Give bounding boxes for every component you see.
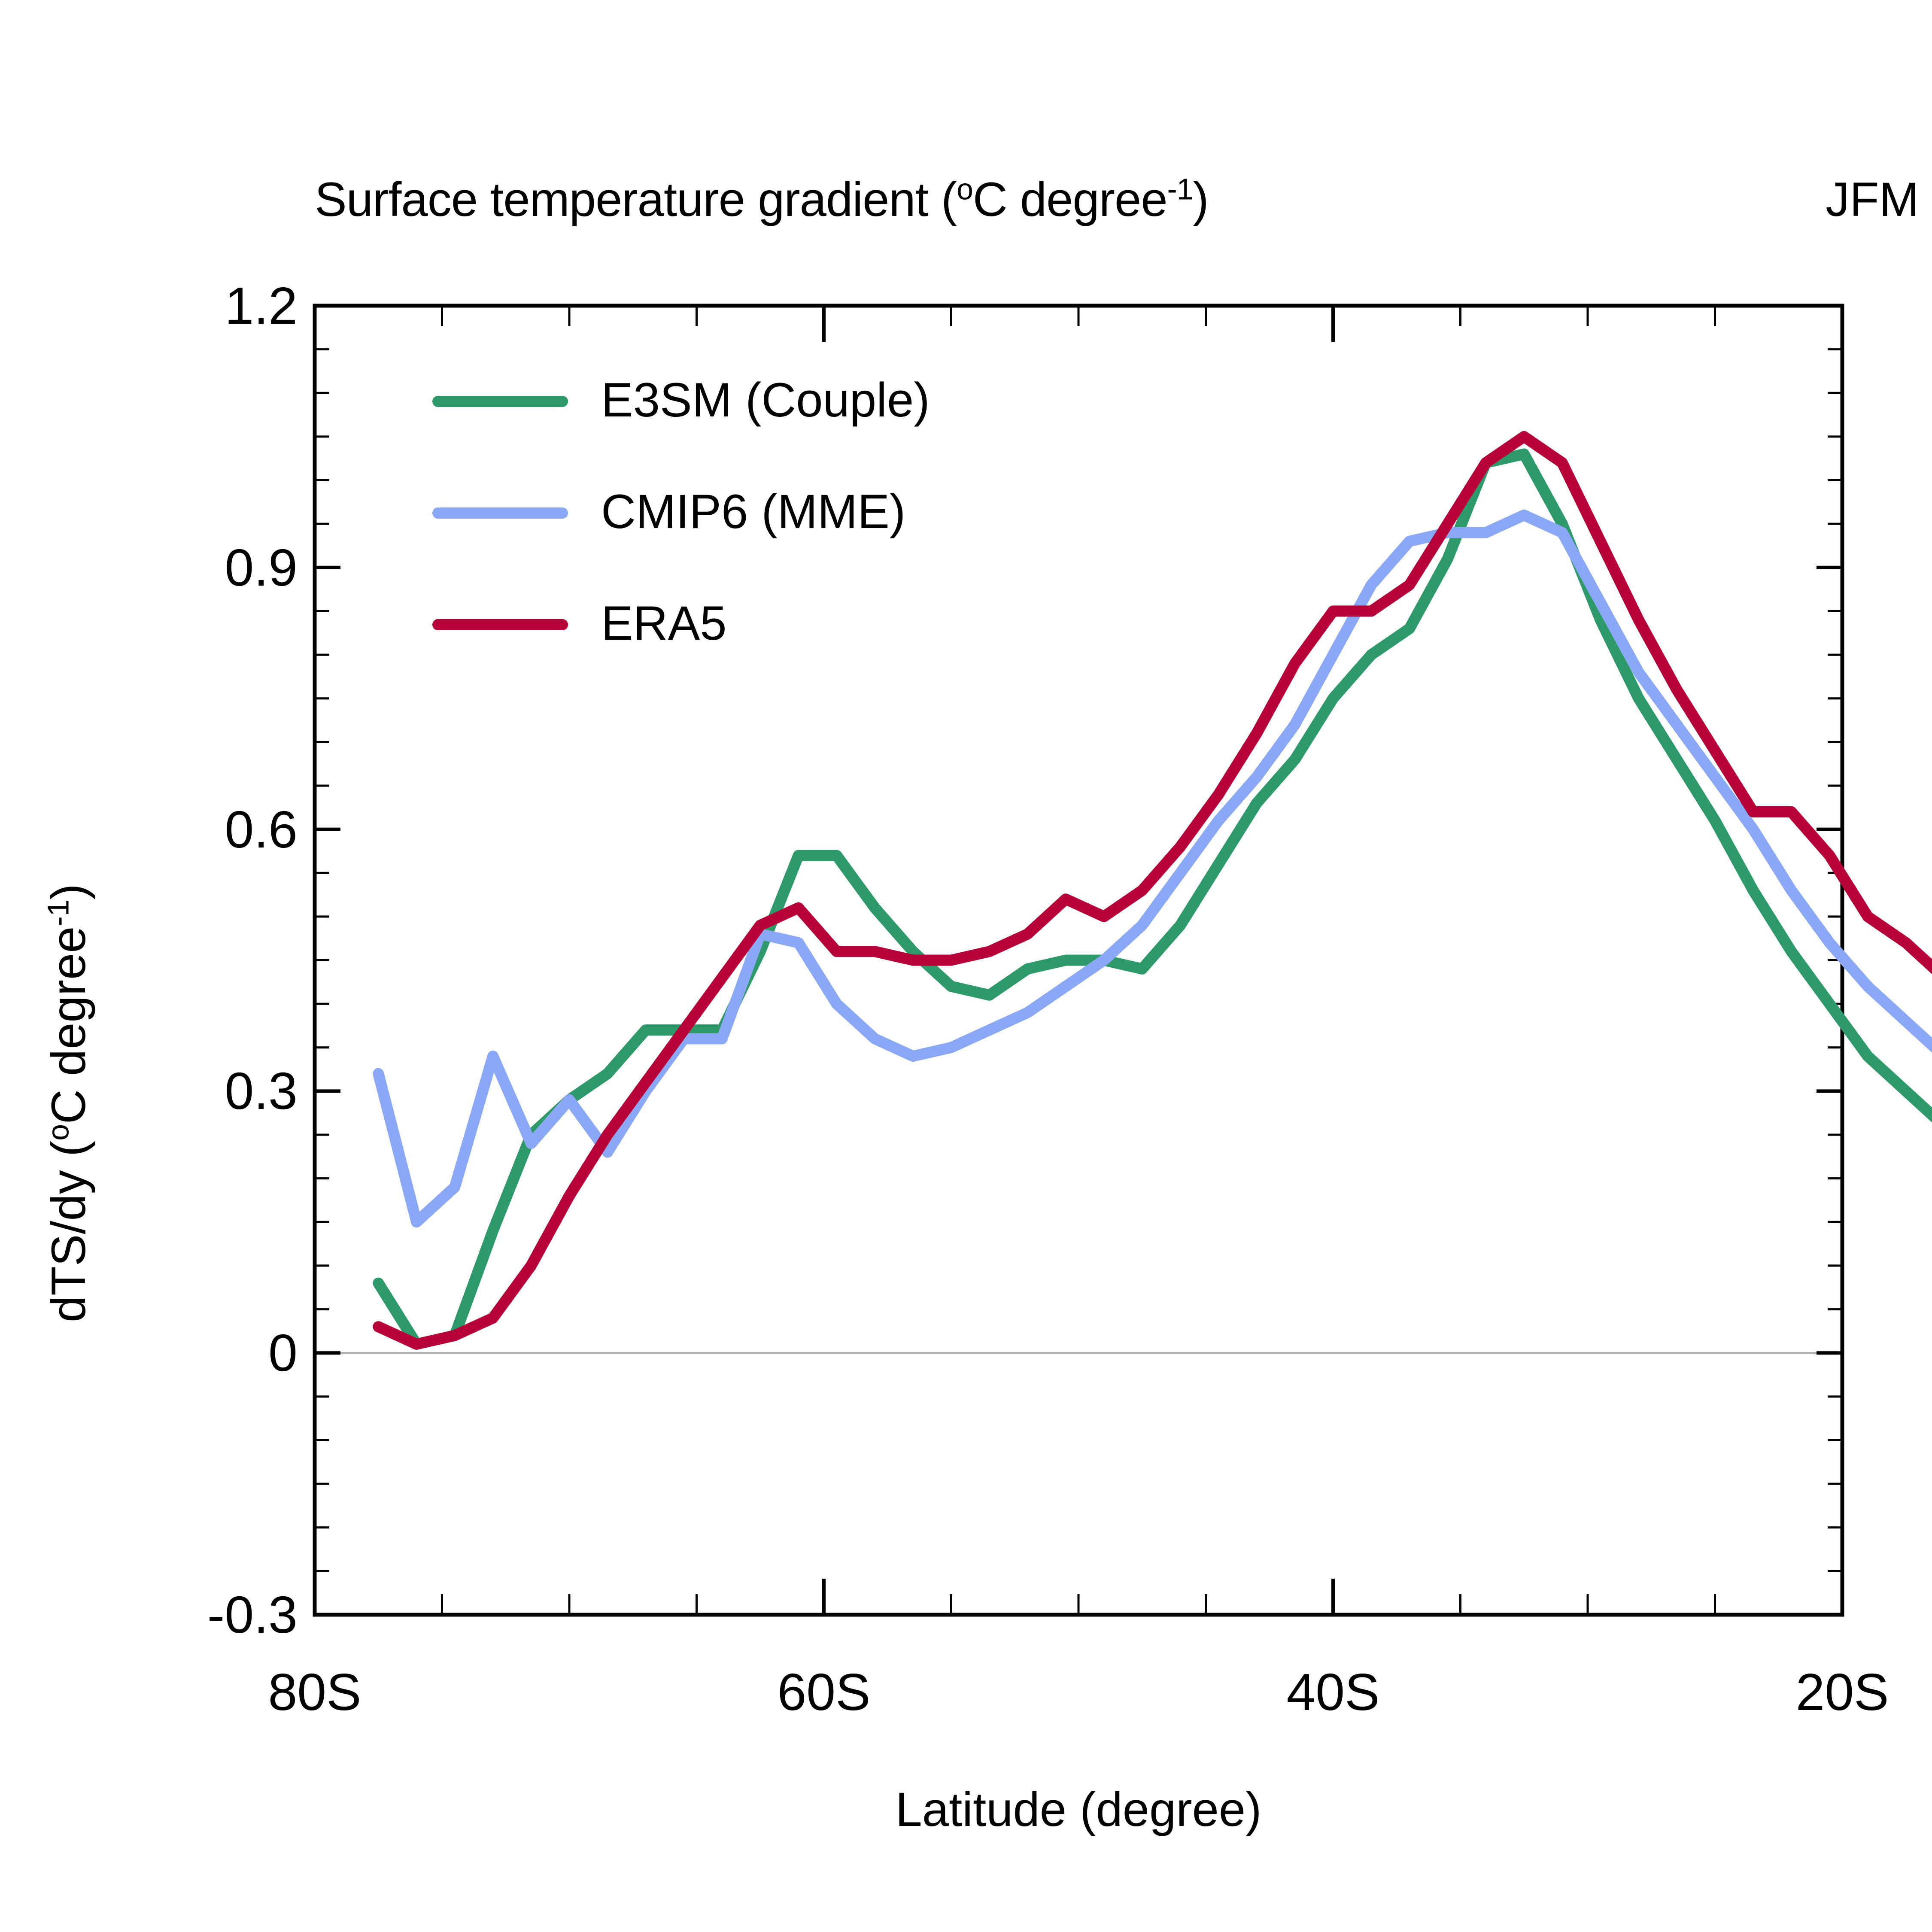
chart-title-tail: ) — [1193, 173, 1209, 226]
y-axis-tick-label: 0.9 — [225, 538, 298, 597]
y-axis-tick-label: 1.2 — [225, 276, 298, 335]
legend-label-cmip6-mme: CMIP6 (MME) — [601, 485, 906, 538]
x-axis-tick-label: 60S — [777, 1663, 871, 1721]
y-axis-tick-label: -0.3 — [207, 1586, 298, 1644]
series-line-e3sm-couple[interactable] — [373, 448, 1932, 1350]
chart-title-degree-symbol: o — [957, 172, 973, 206]
chart-title-main: Surface temperature gradient ( — [315, 173, 957, 226]
chart-title-exponent: -1 — [1167, 172, 1194, 206]
legend-label-e3sm-couple: E3SM (Couple) — [601, 373, 930, 427]
y-axis-tick-label: 0 — [268, 1324, 298, 1382]
season-annotation: JFM — [1826, 173, 1919, 226]
series-line-era5[interactable] — [373, 431, 1932, 1350]
y-axis-tick-label: 0.6 — [225, 800, 298, 859]
chart-title-mid: C degree — [972, 173, 1168, 226]
x-axis-title: Latitude (degree) — [895, 1783, 1262, 1836]
x-axis-tick-label: 40S — [1286, 1663, 1380, 1721]
legend-label-era5: ERA5 — [601, 596, 727, 650]
chart-title: Surface temperature gradient (oC degree-… — [315, 172, 1209, 227]
x-axis-tick-label: 20S — [1795, 1663, 1889, 1721]
y-axis-tick-label: 0.3 — [225, 1062, 298, 1121]
x-axis-tick-label: 80S — [268, 1663, 361, 1721]
